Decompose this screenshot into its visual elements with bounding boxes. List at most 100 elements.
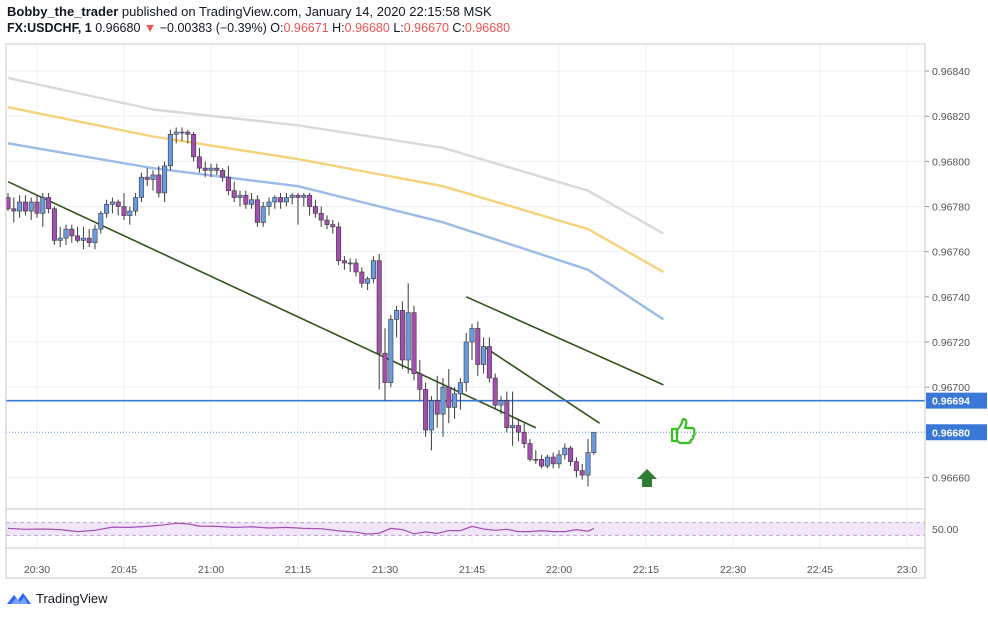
time-tick-label: 23:0 bbox=[897, 564, 918, 576]
candle-up bbox=[452, 393, 458, 408]
candle-down bbox=[307, 194, 313, 207]
candle-down bbox=[11, 208, 17, 212]
author-name[interactable]: Bobby_the_trader bbox=[7, 4, 119, 19]
candle-down bbox=[446, 386, 452, 408]
trend-line[interactable] bbox=[483, 345, 601, 424]
price-tick-label: 0.96700 bbox=[932, 382, 970, 394]
close-value: 0.96680 bbox=[464, 21, 511, 35]
horizontal-levels[interactable] bbox=[6, 399, 925, 433]
candle-up bbox=[562, 447, 568, 456]
candle-up bbox=[544, 456, 550, 467]
candle-up bbox=[57, 237, 63, 241]
candle-down bbox=[324, 219, 330, 225]
candle-down bbox=[220, 170, 226, 178]
candle-down bbox=[359, 271, 365, 284]
thumbs-up-icon bbox=[670, 417, 696, 445]
moving-average-line bbox=[7, 76, 664, 235]
price-tag-label: 0.96680 bbox=[932, 427, 970, 439]
candle-up bbox=[179, 131, 185, 134]
down-arrow-icon: ▼ bbox=[143, 21, 157, 35]
publication-line: Bobby_the_trader published on TradingVie… bbox=[7, 3, 510, 20]
tradingview-logo-icon[interactable] bbox=[6, 590, 32, 606]
price-tick-label: 0.96760 bbox=[932, 247, 970, 259]
candle-down bbox=[196, 156, 202, 169]
candle-down bbox=[51, 208, 57, 241]
candle-up bbox=[109, 201, 115, 205]
time-tick-label: 21:45 bbox=[459, 564, 485, 576]
low-label: L: bbox=[393, 21, 404, 35]
candle-up bbox=[394, 310, 400, 320]
candle-down bbox=[492, 377, 498, 406]
candle-down bbox=[475, 328, 481, 365]
candle-up bbox=[365, 278, 371, 284]
moving-average-line bbox=[7, 106, 664, 274]
publish-info: published on TradingView.com, January 14… bbox=[121, 4, 492, 19]
time-tick-label: 21:15 bbox=[285, 564, 311, 576]
candle-up bbox=[133, 197, 139, 212]
open-value: 0.96671 bbox=[283, 21, 329, 35]
candle-down bbox=[382, 352, 388, 383]
candle-down bbox=[341, 260, 347, 264]
candle-up bbox=[266, 201, 272, 207]
candle-up bbox=[428, 400, 434, 431]
candle-down bbox=[225, 176, 231, 192]
candle-down bbox=[417, 373, 423, 390]
candle-down bbox=[295, 194, 301, 198]
price-tick-label: 0.96660 bbox=[932, 472, 970, 484]
trend-line[interactable] bbox=[465, 296, 664, 386]
candle-up bbox=[28, 201, 34, 212]
close-label: C: bbox=[452, 21, 465, 35]
candle-up bbox=[138, 176, 144, 198]
candle-up bbox=[457, 382, 463, 395]
low-value: 0.96670 bbox=[403, 21, 449, 35]
chart-header: Bobby_the_trader published on TradingVie… bbox=[7, 3, 510, 37]
candle-down bbox=[376, 260, 382, 354]
candle-up bbox=[208, 167, 214, 171]
candle-up bbox=[388, 319, 394, 383]
price-tags: 0.96694 0.96680 bbox=[926, 392, 987, 441]
candle-down bbox=[115, 201, 121, 207]
high-value: 0.96680 bbox=[344, 21, 390, 35]
price-tick-label: 0.96800 bbox=[932, 156, 970, 168]
candlestick-series bbox=[5, 127, 597, 487]
tradingview-brand[interactable]: TradingView bbox=[36, 590, 108, 606]
trend-line[interactable] bbox=[7, 180, 537, 429]
candle-down bbox=[34, 201, 40, 214]
candle-up bbox=[498, 400, 504, 406]
candle-down bbox=[423, 389, 429, 431]
candle-down bbox=[69, 228, 75, 237]
price-tick-label: 0.96820 bbox=[932, 111, 970, 123]
candle-down bbox=[22, 201, 28, 212]
candle-down bbox=[573, 461, 579, 471]
open-label: O: bbox=[270, 21, 284, 35]
candle-down bbox=[504, 400, 510, 429]
time-tick-label: 22:45 bbox=[807, 564, 833, 576]
candle-down bbox=[121, 206, 127, 216]
symbol-name[interactable]: FX:USDCHF, 1 bbox=[7, 21, 92, 35]
candle-down bbox=[75, 235, 81, 241]
candle-down bbox=[330, 224, 336, 228]
time-axis[interactable]: 20:30 20:45 21:00 21:15 21:30 21:45 22:00 22:15… bbox=[24, 564, 918, 576]
candle-down bbox=[411, 312, 417, 374]
candle-down bbox=[144, 176, 150, 180]
rsi-indicator bbox=[6, 522, 925, 536]
moving-averages bbox=[7, 76, 665, 321]
candle-down bbox=[278, 197, 284, 203]
candle-up bbox=[533, 459, 539, 461]
candle-up bbox=[104, 203, 110, 214]
candle-down bbox=[527, 443, 533, 460]
candle-down bbox=[353, 262, 359, 273]
candle-up bbox=[272, 197, 278, 203]
price-axis[interactable]: 0.96840 0.96820 0.96800 0.96780 0.96760 0.967… bbox=[925, 66, 970, 536]
candle-down bbox=[46, 197, 52, 210]
chart-frame bbox=[5, 43, 926, 579]
candle-down bbox=[515, 425, 521, 433]
candle-up bbox=[92, 228, 98, 243]
candle-up bbox=[301, 194, 307, 198]
candle-down bbox=[568, 447, 574, 462]
last-price: 0.96680 bbox=[95, 21, 141, 35]
candle-up bbox=[127, 210, 133, 216]
time-tick-label: 22:15 bbox=[633, 564, 659, 576]
trend-lines[interactable] bbox=[7, 180, 664, 429]
